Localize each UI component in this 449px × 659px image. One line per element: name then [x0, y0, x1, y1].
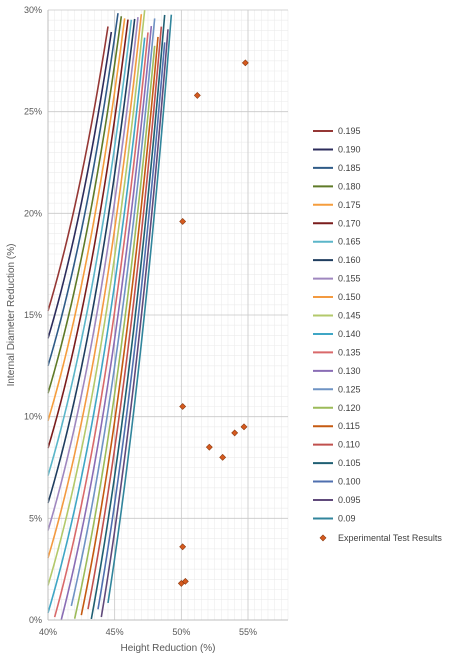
- legend-label: 0.135: [338, 347, 361, 357]
- series-line-0.175: [47, 18, 126, 421]
- series-line-0.135: [53, 32, 149, 618]
- experimental-point: [179, 403, 187, 410]
- y-axis-title: Internal Diameter Reduction (%): [6, 244, 17, 387]
- legend-label: 0.095: [338, 495, 361, 505]
- series-line-0.130: [60, 25, 153, 620]
- series-line-0.105: [90, 14, 166, 620]
- y-tick-label: 15%: [24, 310, 42, 320]
- legend-label: 0.170: [338, 218, 361, 228]
- x-tick-label: 50%: [172, 627, 190, 637]
- legend-label: 0.180: [338, 181, 361, 191]
- series-line-0.170: [47, 19, 129, 449]
- experimental-point: [179, 543, 187, 551]
- series-line-0.155: [47, 17, 139, 531]
- series-line-0.100: [97, 42, 166, 610]
- series-line-0.120: [73, 45, 156, 619]
- legend-label: 0.100: [338, 477, 361, 487]
- series-line-0.110: [87, 26, 163, 610]
- experimental-point: [241, 59, 249, 67]
- series-line-0.190: [47, 31, 113, 339]
- series-line-0.140: [47, 37, 146, 614]
- series-line-0.125: [70, 18, 156, 607]
- series-line-0.150: [47, 14, 143, 559]
- series-line-0.165: [47, 19, 133, 476]
- series-line-0.095: [100, 29, 169, 618]
- series-line-0.180: [47, 16, 123, 394]
- series-line-0.160: [47, 18, 136, 504]
- series-line-0.115: [80, 36, 159, 616]
- experimental-point: [179, 218, 187, 225]
- experimental-point: [219, 453, 227, 461]
- legend-label: 0.145: [338, 311, 361, 321]
- y-tick-label: 5%: [29, 513, 42, 523]
- legend-label-experimental: Experimental Test Results: [338, 533, 442, 543]
- legend-label: 0.120: [338, 403, 361, 413]
- experimental-point: [231, 429, 239, 437]
- y-tick-label: 10%: [24, 412, 42, 422]
- tick-labels: 40% 45% 50% 55% 0% 5% 10% 15% 20% 25% 30%: [24, 5, 257, 637]
- experimental-point: [193, 91, 201, 99]
- x-tick-label: 55%: [239, 627, 257, 637]
- x-axis-title: Height Reduction (%): [120, 643, 215, 654]
- legend: 0.195 0.190 0.185 0.180 0.175 0.170 0.165 0.160…: [313, 126, 442, 543]
- y-tick-label: 30%: [24, 5, 42, 15]
- experimental-point: [181, 577, 189, 585]
- legend-label: 0.110: [338, 440, 360, 450]
- legend-label: 0.130: [338, 366, 361, 376]
- series-line-0.145: [47, 10, 146, 586]
- legend-label: 0.195: [338, 126, 361, 136]
- legend-label: 0.160: [338, 255, 361, 265]
- series-lines: [47, 10, 173, 620]
- legend-label: 0.140: [338, 329, 361, 339]
- legend-label: 0.150: [338, 292, 361, 302]
- legend-label: 0.190: [338, 144, 361, 154]
- series-line-0.185: [47, 13, 119, 367]
- legend-label: 0.09: [338, 513, 356, 523]
- series-line-0.195: [47, 26, 109, 312]
- experimental-point: [205, 443, 213, 451]
- legend-label: 0.115: [338, 421, 360, 431]
- legend-label: 0.155: [338, 274, 361, 284]
- experimental-point: [240, 423, 248, 431]
- series-line-0.09: [107, 14, 173, 604]
- x-tick-label: 40%: [39, 627, 57, 637]
- y-tick-label: 20%: [24, 208, 42, 218]
- y-tick-label: 25%: [24, 107, 42, 117]
- legend-label: 0.185: [338, 163, 361, 173]
- y-tick-label: 0%: [29, 615, 42, 625]
- legend-label: 0.125: [338, 384, 361, 394]
- axes: [47, 10, 288, 621]
- legend-marker: [319, 534, 327, 542]
- legend-label: 0.165: [338, 237, 361, 247]
- legend-label: 0.175: [338, 200, 361, 210]
- experimental-points: [177, 59, 249, 587]
- legend-label: 0.105: [338, 458, 361, 468]
- x-tick-label: 45%: [106, 627, 124, 637]
